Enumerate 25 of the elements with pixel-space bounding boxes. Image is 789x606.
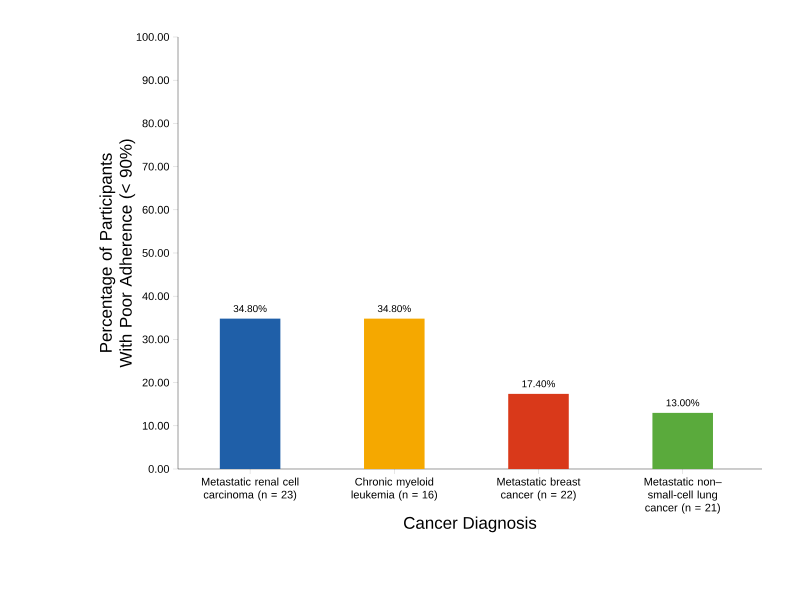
y-tick-label: 0.00 — [148, 465, 170, 473]
data-label: 17.40% — [522, 380, 556, 388]
x-axis-title: Cancer Diagnosis — [404, 516, 536, 532]
y-tick-label: 30.00 — [142, 336, 170, 344]
x-tick-label: Metastatic breast cancer (n = 22) — [497, 478, 580, 501]
data-label: 13.00% — [666, 399, 700, 406]
x-tick-label: Metastatic renal cell carcinoma (n = 23) — [202, 478, 298, 501]
x-tick-label: Chronic myeloid leukemia (n = 16) — [352, 478, 437, 501]
data-label: 34.80% — [234, 305, 267, 312]
y-tick-label: 40.00 — [142, 292, 170, 300]
y-tick-label: 90.00 — [142, 76, 170, 84]
y-tick-label: 10.00 — [142, 422, 170, 430]
x-tick-label: Metastatic non–small-cell lung cancer (n = 21) — [644, 478, 722, 514]
bar — [508, 394, 569, 469]
y-tick-label: 100.00 — [136, 33, 170, 41]
y-tick-label: 20.00 — [142, 378, 170, 386]
bar — [652, 412, 713, 469]
bar — [220, 318, 280, 469]
bar — [364, 318, 425, 469]
data-label: 34.80% — [378, 305, 411, 312]
y-tick-label: 60.00 — [142, 206, 170, 214]
y-tick-label: 70.00 — [142, 162, 170, 170]
y-tick-label: 80.00 — [142, 120, 170, 128]
y-axis-title: Percentage of Participants With Poor Adherence (< 90%) — [99, 139, 136, 368]
y-tick-label: 50.00 — [142, 249, 170, 257]
